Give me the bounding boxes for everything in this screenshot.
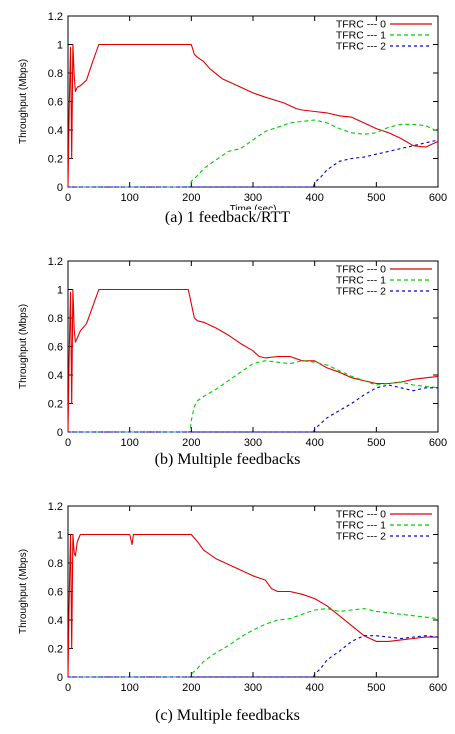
x-tick-label: 0 <box>65 682 71 694</box>
throughput-chart-b: 0 0.2 0.4 0.6 0.8 1 1.2 0 100 200 300 400 500 600 Thro… <box>18 256 447 449</box>
y-tick-label: 0.8 <box>48 558 63 570</box>
x-tick-label: 600 <box>429 437 447 449</box>
y-tick-label: 1.2 <box>48 501 63 513</box>
y-axis-label: Throughput (Mbps) <box>18 59 29 144</box>
y-tick-label: 0.4 <box>48 615 63 627</box>
x-tick-label: 300 <box>244 192 262 204</box>
x-tick-label: 0 <box>65 192 71 204</box>
series-line-tfrc-0 <box>67 533 438 678</box>
x-tick-label: 100 <box>120 682 138 694</box>
y-tick-label: 0.8 <box>48 313 63 325</box>
y-tick-label: 0.4 <box>48 125 63 137</box>
legend-label-tfrc-2: TFRC --- 2 <box>336 41 386 53</box>
y-tick-label: 1.2 <box>48 11 63 23</box>
caption-c: (c) Multiple feedbacks <box>155 707 300 724</box>
x-tick-label: 200 <box>182 437 200 449</box>
x-tick-label: 200 <box>182 192 200 204</box>
caption-b: (b) Multiple feedbacks <box>154 451 301 468</box>
x-tick-label: 500 <box>367 437 385 449</box>
chart-panel-b: 0 0.2 0.4 0.6 0.8 1 1.2 0 100 200 300 400 500 600 Thro… <box>0 245 455 455</box>
series-line-tfrc-0 <box>67 288 439 433</box>
x-tick-label: 500 <box>367 682 385 694</box>
x-tick-label: 100 <box>120 437 138 449</box>
legend-label-tfrc-0: TFRC --- 0 <box>336 509 386 521</box>
y-tick-label: 0 <box>57 672 63 684</box>
y-tick-label: 0 <box>57 427 63 439</box>
y-tick-label: 1 <box>57 40 63 52</box>
chart-panel-c: 0 0.2 0.4 0.6 0.8 1 1.2 0 100 200 300 400 500 600 Thro… <box>0 490 455 700</box>
y-axis-label: Throughput (Mbps) <box>18 304 29 389</box>
throughput-chart-a: 0 0.2 0.4 0.6 0.8 1 1.2 0 100 200 300 400 500 600 Thro… <box>18 11 447 210</box>
y-axis-label: Throughput (Mbps) <box>18 549 29 634</box>
legend-label-tfrc-1: TFRC --- 1 <box>336 30 386 42</box>
x-tick-label: 300 <box>244 437 262 449</box>
series-line-tfrc-0 <box>67 43 439 188</box>
series-line-tfrc-1 <box>68 608 439 678</box>
legend-label-tfrc-2: TFRC --- 2 <box>336 286 386 298</box>
x-tick-label: 400 <box>305 682 323 694</box>
legend-label-tfrc-1: TFRC --- 1 <box>336 275 386 287</box>
series-line-tfrc-2 <box>68 139 439 188</box>
legend-label-tfrc-2: TFRC --- 2 <box>336 531 386 543</box>
x-tick-label: 100 <box>120 192 138 204</box>
y-tick-label: 1 <box>57 285 63 297</box>
y-tick-label: 0.6 <box>48 587 63 599</box>
x-tick-label: 400 <box>305 192 323 204</box>
y-tick-label: 0.6 <box>48 97 63 109</box>
x-tick-label: 300 <box>244 682 262 694</box>
y-tick-label: 0 <box>57 182 63 194</box>
throughput-chart-c: 0 0.2 0.4 0.6 0.8 1 1.2 0 100 200 300 400 500 600 Thro… <box>18 501 447 694</box>
x-axis-label: Time (sec) <box>230 204 277 210</box>
x-tick-label: 0 <box>65 437 71 449</box>
y-tick-label: 0.2 <box>48 399 63 411</box>
x-tick-label: 500 <box>367 192 385 204</box>
legend-label-tfrc-0: TFRC --- 0 <box>336 264 386 276</box>
y-tick-label: 1.2 <box>48 256 63 268</box>
x-tick-label: 600 <box>429 192 447 204</box>
series-line-tfrc-1 <box>68 119 439 188</box>
x-tick-label: 400 <box>305 437 323 449</box>
y-tick-label: 0.2 <box>48 154 63 166</box>
legend-label-tfrc-1: TFRC --- 1 <box>336 520 386 532</box>
y-tick-label: 1 <box>57 530 63 542</box>
series-line-tfrc-1 <box>68 360 439 433</box>
y-tick-label: 0.8 <box>48 68 63 80</box>
x-tick-label: 600 <box>429 682 447 694</box>
y-tick-label: 0.6 <box>48 342 63 354</box>
y-tick-label: 0.4 <box>48 370 63 382</box>
series-line-tfrc-2 <box>68 384 438 433</box>
y-tick-label: 0.2 <box>48 644 63 656</box>
legend-label-tfrc-0: TFRC --- 0 <box>336 19 386 31</box>
caption-a: (a) 1 feedback/RTT <box>164 209 291 226</box>
chart-panel-a: 0 0.2 0.4 0.6 0.8 1 1.2 0 100 200 300 400 500 600 Thro… <box>0 0 455 210</box>
x-tick-label: 200 <box>182 682 200 694</box>
